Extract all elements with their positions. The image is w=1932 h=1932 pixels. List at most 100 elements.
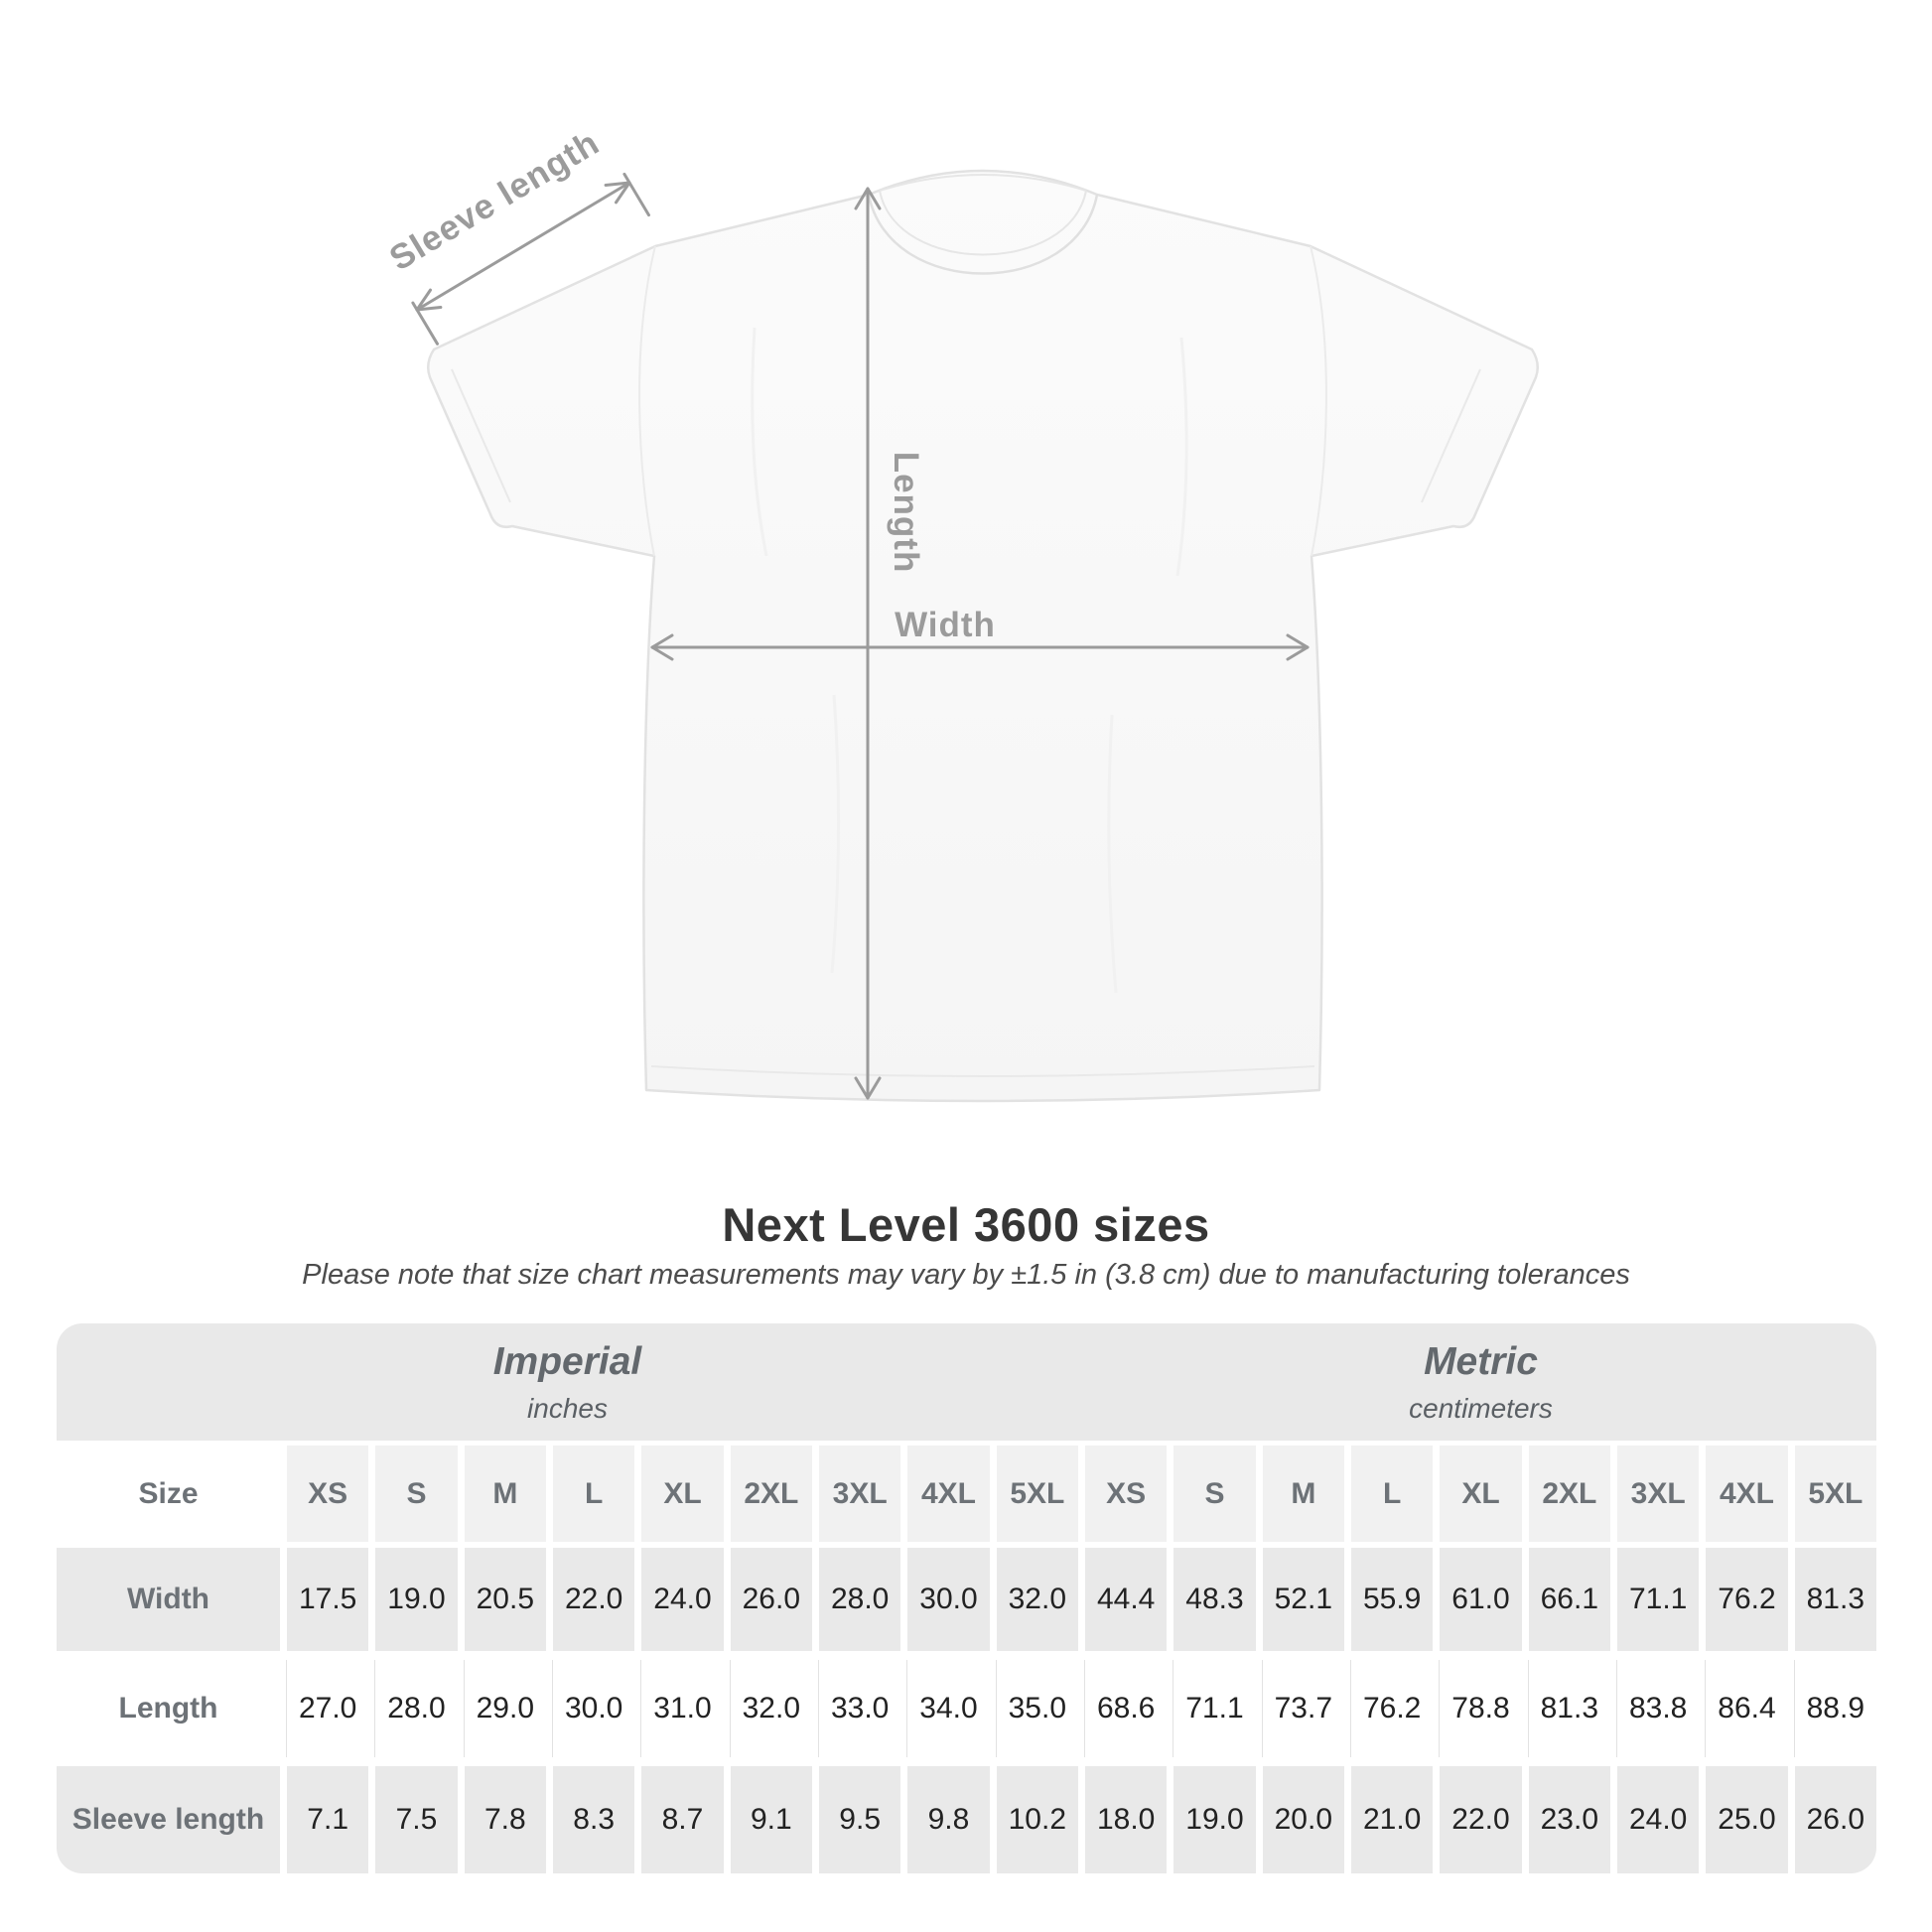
size-table: Imperial inches Metric centimeters Size X… bbox=[57, 1323, 1876, 1873]
metric-unit-label: centimeters bbox=[1409, 1392, 1553, 1424]
tolerance-note: Please note that size chart measurements… bbox=[302, 1259, 1630, 1291]
size-column-header: S bbox=[1173, 1446, 1256, 1542]
table-cell: 30.0 bbox=[907, 1548, 990, 1651]
size-column-header: XS bbox=[287, 1446, 369, 1542]
row-label: Width bbox=[57, 1548, 280, 1651]
imperial-group-header: Imperial inches bbox=[57, 1323, 1078, 1441]
table-cell: 73.7 bbox=[1262, 1657, 1344, 1760]
table-cell: 22.0 bbox=[1440, 1766, 1522, 1873]
table-cell: 7.8 bbox=[464, 1766, 546, 1873]
tshirt-illustration bbox=[426, 169, 1540, 1103]
table-cell: 86.4 bbox=[1706, 1657, 1788, 1760]
collar-back-edge bbox=[879, 174, 1087, 192]
size-column-header: L bbox=[1351, 1446, 1434, 1542]
table-cell: 44.4 bbox=[1085, 1548, 1168, 1651]
row-label: Length bbox=[57, 1657, 280, 1760]
left-cuff-stitch bbox=[451, 368, 511, 503]
table-cell: 76.2 bbox=[1706, 1548, 1788, 1651]
table-cell: 71.1 bbox=[1617, 1548, 1700, 1651]
table-cell: 24.0 bbox=[641, 1548, 724, 1651]
sleeve-length-label: Sleeve length bbox=[383, 123, 607, 278]
left-armhole-seam bbox=[638, 245, 656, 557]
table-cell: 17.5 bbox=[287, 1548, 369, 1651]
size-column-header: XL bbox=[641, 1446, 724, 1542]
size-column-header: 3XL bbox=[1617, 1446, 1700, 1542]
right-cuff-stitch bbox=[1421, 368, 1481, 503]
tshirt-measurement-diagram: Sleeve length Length Width bbox=[383, 123, 1540, 1103]
size-column-header: M bbox=[464, 1446, 546, 1542]
table-cell: 35.0 bbox=[996, 1657, 1078, 1760]
table-cell: 27.0 bbox=[287, 1657, 369, 1760]
collar-inner-edge bbox=[879, 190, 1087, 256]
table-cell: 9.5 bbox=[819, 1766, 901, 1873]
table-cell: 76.2 bbox=[1351, 1657, 1434, 1760]
table-cell: 33.0 bbox=[819, 1657, 901, 1760]
collar-seam bbox=[867, 194, 1099, 275]
sleeve-length-arrow bbox=[411, 172, 650, 345]
table-cell: 68.6 bbox=[1085, 1657, 1168, 1760]
width-arrow bbox=[650, 633, 1310, 661]
table-cell: 8.3 bbox=[553, 1766, 635, 1873]
size-column-header: 4XL bbox=[907, 1446, 990, 1542]
size-column-header: XS bbox=[1085, 1446, 1168, 1542]
table-cell: 22.0 bbox=[553, 1548, 635, 1651]
table-cell: 81.3 bbox=[1528, 1657, 1610, 1760]
size-column-header: 5XL bbox=[996, 1446, 1078, 1542]
table-cell: 23.0 bbox=[1528, 1766, 1610, 1873]
table-cell: 88.9 bbox=[1794, 1657, 1876, 1760]
table-cell: 19.0 bbox=[1173, 1766, 1256, 1873]
size-table-grid: Size XS S M L XL 2XL 3XL 4XL 5XL XS S M L XL 2XL 3XL 4XL 5… bbox=[57, 1446, 1876, 1873]
table-cell: 71.1 bbox=[1173, 1657, 1256, 1760]
right-armhole-seam bbox=[1310, 245, 1327, 557]
table-cell: 66.1 bbox=[1528, 1548, 1610, 1651]
imperial-unit-label: inches bbox=[527, 1392, 608, 1424]
size-column-header: L bbox=[553, 1446, 635, 1542]
metric-label: Metric bbox=[1424, 1339, 1538, 1383]
table-cell: 78.8 bbox=[1440, 1657, 1522, 1760]
table-cell: 24.0 bbox=[1617, 1766, 1700, 1873]
imperial-label: Imperial bbox=[492, 1339, 642, 1383]
size-column-header: 2XL bbox=[730, 1446, 812, 1542]
width-label: Width bbox=[895, 606, 996, 644]
table-cell: 61.0 bbox=[1440, 1548, 1522, 1651]
hem-stitch bbox=[650, 1065, 1315, 1077]
size-column-header: S bbox=[375, 1446, 458, 1542]
length-arrow bbox=[854, 187, 882, 1100]
table-cell: 32.0 bbox=[730, 1657, 812, 1760]
table-cell: 8.7 bbox=[641, 1766, 724, 1873]
table-cell: 26.0 bbox=[1794, 1766, 1876, 1873]
metric-group-header: Metric centimeters bbox=[1085, 1323, 1876, 1441]
fabric-wrinkles bbox=[751, 327, 1188, 994]
table-cell: 48.3 bbox=[1173, 1548, 1256, 1651]
table-cell: 7.1 bbox=[287, 1766, 369, 1873]
table-cell: 30.0 bbox=[553, 1657, 635, 1760]
table-cell: 31.0 bbox=[641, 1657, 724, 1760]
size-column-header: M bbox=[1262, 1446, 1344, 1542]
table-cell: 7.5 bbox=[375, 1766, 458, 1873]
table-cell: 18.0 bbox=[1085, 1766, 1168, 1873]
page-title: Next Level 3600 sizes bbox=[722, 1198, 1210, 1251]
size-column-header: 3XL bbox=[819, 1446, 901, 1542]
table-cell: 81.3 bbox=[1794, 1548, 1876, 1651]
table-cell: 25.0 bbox=[1706, 1766, 1788, 1873]
size-corner-header: Size bbox=[57, 1446, 280, 1542]
table-cell: 19.0 bbox=[375, 1548, 458, 1651]
size-column-header: 4XL bbox=[1706, 1446, 1788, 1542]
table-cell: 26.0 bbox=[730, 1548, 812, 1651]
table-cell: 28.0 bbox=[375, 1657, 458, 1760]
size-column-header: XL bbox=[1440, 1446, 1522, 1542]
table-cell: 32.0 bbox=[996, 1548, 1078, 1651]
row-label: Sleeve length bbox=[57, 1766, 280, 1873]
length-label: Length bbox=[887, 452, 925, 574]
table-cell: 28.0 bbox=[819, 1548, 901, 1651]
table-cell: 21.0 bbox=[1351, 1766, 1434, 1873]
dimension-arrows bbox=[411, 172, 1310, 1100]
table-cell: 9.1 bbox=[730, 1766, 812, 1873]
table-cell: 55.9 bbox=[1351, 1548, 1434, 1651]
table-cell: 34.0 bbox=[907, 1657, 990, 1760]
table-cell: 29.0 bbox=[464, 1657, 546, 1760]
unit-header-band: Imperial inches Metric centimeters bbox=[57, 1323, 1876, 1441]
table-cell: 10.2 bbox=[996, 1766, 1078, 1873]
table-cell: 20.0 bbox=[1262, 1766, 1344, 1873]
